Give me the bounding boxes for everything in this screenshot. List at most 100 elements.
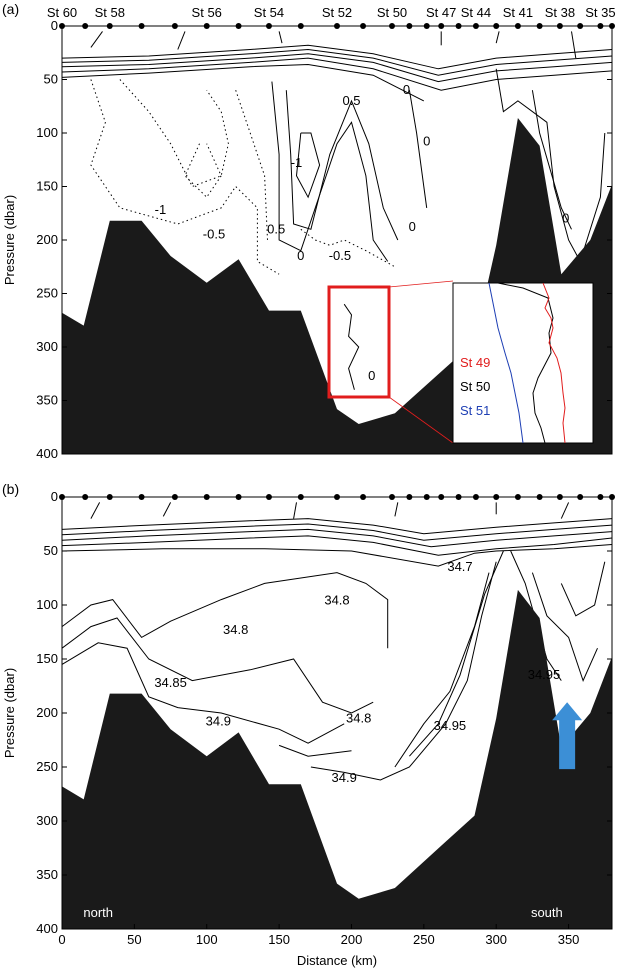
x-tick-label: 50 — [127, 932, 141, 947]
y-tick-label: 400 — [36, 921, 58, 936]
contour-label: -1 — [291, 155, 303, 170]
y-tick-label: 150 — [36, 179, 58, 194]
x-tick-label: 250 — [413, 932, 435, 947]
station-dot — [455, 23, 462, 29]
panel-b-label: (b) — [2, 481, 19, 497]
contour-label: 0 — [297, 248, 304, 263]
contour-line — [61, 518, 613, 535]
contour-label: 0 — [409, 219, 416, 234]
station-dot — [609, 23, 615, 29]
contour-line — [278, 744, 352, 757]
station-label: St 35 — [585, 5, 615, 20]
inset-connector-bottom — [388, 396, 454, 444]
x-tick-label: 0 — [58, 932, 65, 947]
contour-line-dotted — [90, 79, 280, 275]
panel-b-arrow — [552, 702, 583, 770]
y-tick-label: 200 — [36, 705, 58, 720]
contour-line — [295, 132, 321, 199]
seafloor — [62, 589, 612, 929]
panel-a-label: (a) — [2, 1, 19, 17]
station-label: St 60 — [47, 5, 77, 20]
contour-label: 34.95 — [434, 718, 467, 733]
station-dot — [438, 494, 445, 500]
panel-b-contours — [61, 502, 613, 781]
station-dot — [609, 494, 615, 500]
station-dot — [106, 23, 113, 29]
station-dot — [597, 494, 604, 500]
contour-line — [61, 572, 389, 649]
station-dot — [438, 23, 445, 29]
inset-legend-label: St 51 — [460, 403, 490, 418]
inset-profile-box: St 49 St 50 St 51 — [452, 282, 594, 444]
contour-line — [278, 31, 283, 44]
contour-line — [343, 303, 360, 390]
y-tick-label: 250 — [36, 759, 58, 774]
contour-line-dotted — [300, 228, 396, 268]
contour-label: 0.5 — [342, 93, 360, 108]
contour-line — [394, 572, 490, 768]
contour-line — [408, 90, 428, 208]
contour-line — [61, 642, 345, 744]
panel-b-bathymetry — [62, 589, 612, 929]
y-tick-label: 0 — [51, 18, 58, 33]
up-arrow-icon — [552, 702, 583, 770]
station-dot — [493, 23, 500, 29]
panel-b-contour-labels: 34.7 34.8 34.8 34.85 34.95 34.9 34.8 34.95 34.9 — [154, 559, 560, 785]
inset-series-line — [488, 282, 524, 444]
panel-a: (a) 0.5 0 0 -1 -1 -0.5 0.5 0 -0.5 0 0 0 0 50 100 150 20… — [2, 1, 616, 461]
station-label: St 58 — [95, 5, 125, 20]
contour-line — [531, 572, 598, 682]
y-tick-label: 250 — [36, 286, 58, 301]
station-dot — [360, 23, 367, 29]
station-dot — [203, 494, 210, 500]
x-tick-label: 300 — [485, 932, 507, 947]
station-dot — [171, 494, 178, 500]
contour-line — [61, 523, 613, 541]
station-dot — [59, 494, 65, 500]
station-dot — [334, 23, 340, 29]
station-dot — [138, 23, 145, 29]
y-tick-label: 350 — [36, 393, 58, 408]
station-dot — [472, 23, 479, 29]
contour-label: 34.8 — [346, 710, 371, 725]
contour-line — [560, 561, 606, 617]
inset-highlight-box — [327, 285, 391, 399]
contour-line — [61, 528, 613, 548]
contour-line — [61, 544, 613, 567]
contour-line — [61, 63, 425, 102]
inset-connector-top — [388, 280, 454, 288]
station-label: St 56 — [192, 5, 222, 20]
contour-label: 34.9 — [206, 714, 231, 729]
contour-line — [61, 53, 613, 83]
contour-line — [61, 44, 613, 70]
y-tick-label: 50 — [44, 72, 58, 87]
station-dot — [597, 23, 604, 29]
station-dot — [203, 23, 210, 29]
contour-label: 34.9 — [332, 770, 357, 785]
contour-line — [90, 502, 101, 519]
station-label: St 52 — [322, 5, 352, 20]
station-dot — [138, 494, 145, 500]
contour-label: -1 — [155, 202, 167, 217]
contour-label: 34.8 — [223, 622, 248, 637]
station-dot — [235, 494, 242, 500]
contour-line — [61, 48, 613, 76]
station-dot — [265, 23, 272, 29]
contour-label: 0 — [423, 134, 430, 149]
station-dot — [106, 494, 113, 500]
station-dot — [577, 23, 584, 29]
contour-line — [271, 81, 389, 262]
station-dot — [536, 23, 543, 29]
contour-line — [293, 502, 297, 519]
contour-line — [177, 31, 186, 50]
contour-line — [495, 68, 606, 263]
contour-line — [495, 31, 500, 44]
station-dot — [389, 494, 395, 500]
contour-line — [61, 617, 374, 714]
panel-a-y-ticks: 0 50 100 150 200 250 300 350 400 — [36, 18, 612, 461]
station-dot — [59, 23, 65, 29]
contour-line — [409, 550, 504, 757]
y-tick-label: 100 — [36, 597, 58, 612]
contour-line-dotted — [119, 79, 229, 188]
